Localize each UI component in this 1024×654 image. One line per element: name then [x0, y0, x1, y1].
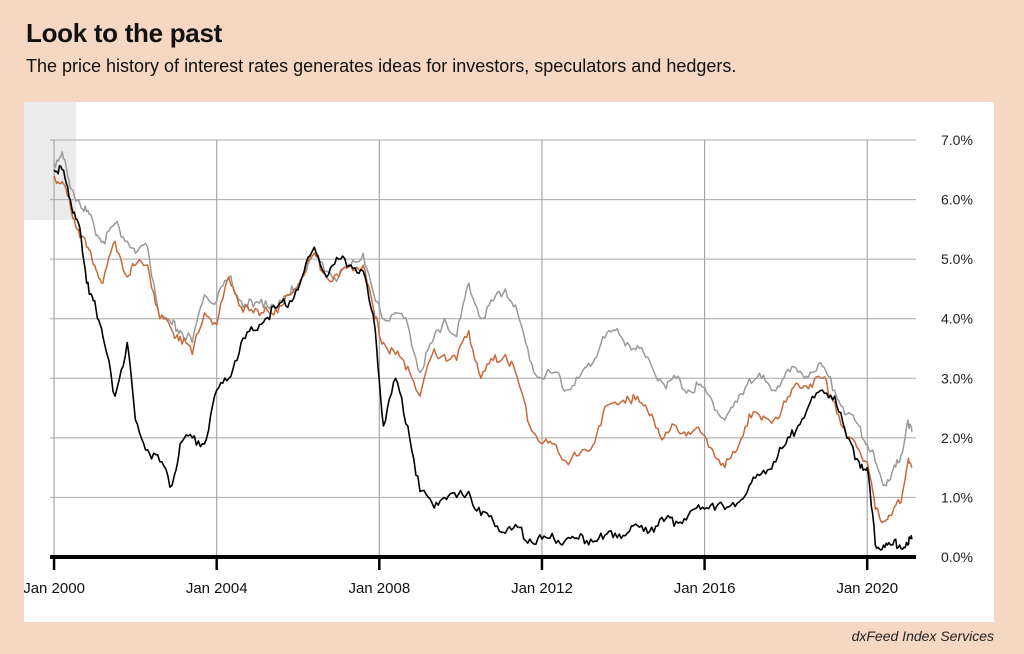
x-tick-label: Jan 2016 [674, 580, 736, 597]
y-tick-label: 3.0% [941, 370, 973, 386]
x-tick-label: Jan 2020 [836, 580, 898, 597]
x-tick-label: Jan 2008 [348, 580, 410, 597]
y-tick-label: 7.0% [941, 132, 973, 148]
x-tick-label: Jan 2012 [511, 580, 573, 597]
highlight-box [24, 102, 76, 220]
x-tick-label: Jan 2004 [186, 580, 248, 597]
series-line [53, 151, 913, 487]
line-chart: 0.0% 1.0% 2.0% 3.0% 4.0% 5.0% 6.0% 7.0% Jan 2000… [24, 102, 973, 597]
y-tick-label: 5.0% [941, 251, 973, 267]
x-tick-label: Jan 2000 [24, 580, 85, 597]
series-line [53, 175, 913, 524]
series-lines [53, 151, 913, 551]
y-tick-label: 6.0% [941, 192, 973, 208]
y-tick-label: 0.0% [941, 549, 973, 565]
grid [50, 139, 916, 557]
chart-title: Look to the past [26, 18, 222, 48]
y-tick-label: 2.0% [941, 430, 973, 446]
chart-subtitle: The price history of interest rates gene… [26, 56, 737, 76]
chart-panel: 0.0% 1.0% 2.0% 3.0% 4.0% 5.0% 6.0% 7.0% Jan 2000… [24, 102, 994, 622]
series-line [53, 164, 913, 551]
source-credit: dxFeed Index Services [851, 628, 994, 644]
axes: 0.0% 1.0% 2.0% 3.0% 4.0% 5.0% 6.0% 7.0% Jan 2000… [24, 132, 973, 597]
y-tick-label: 1.0% [941, 489, 973, 505]
y-tick-label: 4.0% [941, 311, 973, 327]
